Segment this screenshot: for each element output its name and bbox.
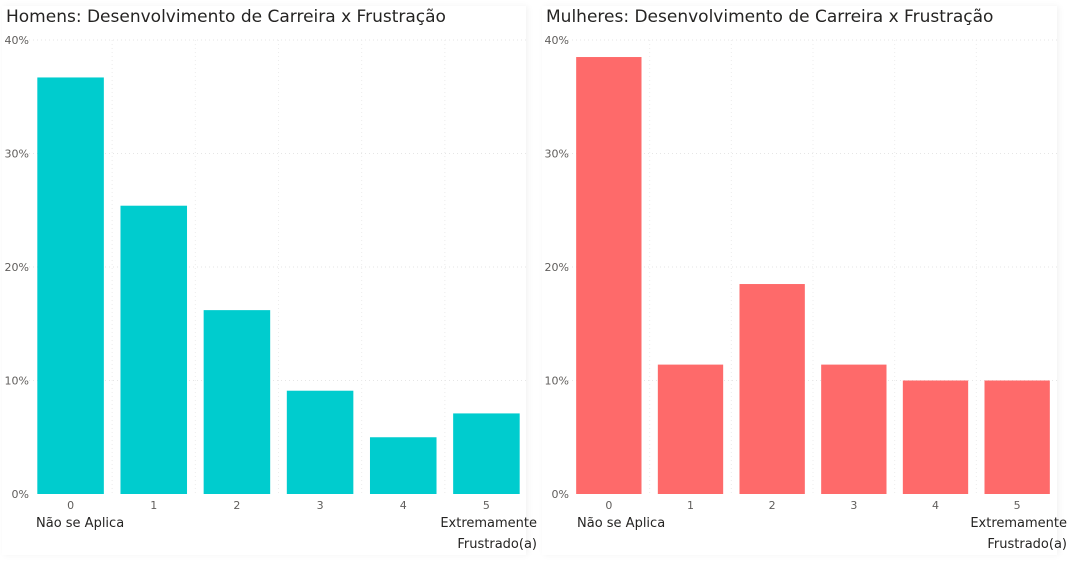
bar-5 bbox=[984, 380, 1050, 494]
bar-4 bbox=[902, 380, 969, 494]
y-tick-label: 30% bbox=[5, 148, 29, 161]
x-tick-label: 2 bbox=[769, 499, 776, 512]
x-tick-label: 4 bbox=[932, 499, 939, 512]
chart-panel-women: Mulheres: Desenvolvimento de Carreira x … bbox=[540, 0, 1071, 561]
y-tick-label: 0% bbox=[552, 488, 569, 501]
y-tick-label: 30% bbox=[545, 148, 569, 161]
x-tick-label: 3 bbox=[850, 499, 857, 512]
chart-panel-men: Homens: Desenvolvimento de Carreira x Fr… bbox=[4, 7, 537, 555]
category-note-extremely-frustrated: Extremamente Frustrado(a) bbox=[430, 513, 537, 555]
x-tick-label: 1 bbox=[150, 499, 157, 512]
bar-2 bbox=[203, 310, 271, 494]
note-line-1: Extremamente bbox=[440, 516, 537, 531]
note-line-2: Frustrado(a) bbox=[987, 537, 1067, 552]
x-tick-label: 5 bbox=[1014, 499, 1021, 512]
category-note-extremely-frustrated: Extremamente Frustrado(a) bbox=[960, 513, 1067, 555]
note-line-1: Extremamente bbox=[970, 516, 1067, 531]
bar-1 bbox=[657, 364, 724, 494]
bar-chart-men: 0% 10% 20% 30% 40% 0 1 2 3 4 5 bbox=[5, 34, 528, 512]
bar-5 bbox=[453, 413, 520, 494]
y-tick-label: 0% bbox=[12, 488, 29, 501]
bar-3 bbox=[286, 390, 354, 494]
chart-title-women: Mulheres: Desenvolvimento de Carreira x … bbox=[546, 7, 994, 27]
x-tick-label: 1 bbox=[687, 499, 694, 512]
x-tick-label: 0 bbox=[605, 499, 612, 512]
x-tick-label: 4 bbox=[400, 499, 407, 512]
y-tick-label: 10% bbox=[545, 375, 569, 388]
category-note-not-applicable: Não se Aplica bbox=[36, 516, 125, 531]
bar-0 bbox=[37, 77, 104, 494]
note-line-2: Frustrado(a) bbox=[457, 537, 537, 552]
bar-3 bbox=[821, 364, 887, 494]
bar-2 bbox=[739, 284, 805, 494]
y-tick-label: 40% bbox=[5, 34, 29, 47]
y-tick-label: 20% bbox=[5, 261, 29, 274]
chart-title-men: Homens: Desenvolvimento de Carreira x Fr… bbox=[6, 7, 446, 27]
y-tick-label: 20% bbox=[545, 261, 569, 274]
bar-4 bbox=[369, 437, 437, 494]
y-tick-label: 40% bbox=[545, 34, 569, 47]
bar-1 bbox=[120, 205, 188, 494]
y-tick-label: 10% bbox=[5, 375, 29, 388]
bar-0 bbox=[576, 57, 642, 495]
x-tick-label: 0 bbox=[67, 499, 74, 512]
bar-chart-women: 0% 10% 20% 30% 40% 0 1 2 3 4 5 bbox=[545, 34, 1058, 512]
x-tick-label: 5 bbox=[483, 499, 490, 512]
category-note-not-applicable: Não se Aplica bbox=[577, 516, 666, 531]
x-tick-label: 3 bbox=[317, 499, 324, 512]
x-tick-label: 2 bbox=[233, 499, 240, 512]
